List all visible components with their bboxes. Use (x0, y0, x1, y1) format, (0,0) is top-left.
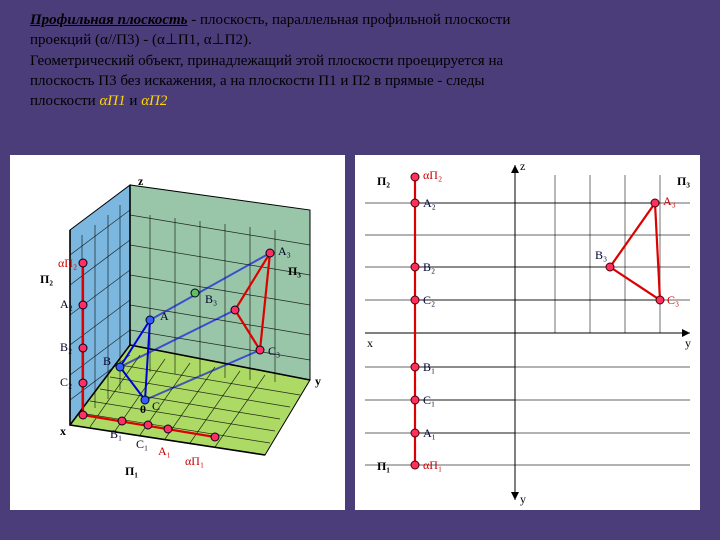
svg-text:αП₂: αП₂ (423, 168, 442, 182)
svg-text:A₂: A₂ (423, 196, 436, 210)
line5y1: αП1 (99, 93, 125, 109)
svg-text:y: y (315, 374, 321, 388)
svg-text:B₂: B₂ (423, 260, 435, 274)
line5a: плоскости (30, 93, 99, 109)
svg-text:B₁: B₁ (423, 360, 435, 374)
svg-text:C₁: C₁ (423, 393, 435, 407)
svg-text:A: A (160, 309, 169, 323)
svg-text:x: x (60, 424, 66, 438)
svg-text:B₃: B₃ (595, 248, 607, 262)
figure-epure: z x y y П₂ П₃ П₁ αП₂ A₂ B₂ C₂ B₁ C₁ A₁ αП₁ A₃ B₃ C₃ (355, 155, 700, 510)
svg-text:B₁: B₁ (110, 427, 122, 441)
line1: - плоскость, параллельная профильной пло… (188, 12, 511, 28)
svg-text:C₂: C₂ (60, 375, 72, 389)
line3: Геометрический объект, принадлежащий это… (30, 53, 503, 69)
svg-text:A₁: A₁ (423, 426, 436, 440)
svg-text:B₃: B₃ (205, 292, 217, 306)
slide: Профильная плоскость - плоскость, паралл… (0, 0, 720, 540)
svg-text:y: y (685, 336, 691, 350)
svg-text:B: B (103, 354, 111, 368)
line5y2: αП2 (141, 93, 167, 109)
title: Профильная плоскость (30, 12, 188, 28)
svg-text:П₁: П₁ (125, 464, 138, 478)
svg-text:B₂: B₂ (60, 340, 72, 354)
svg-text:A₃: A₃ (278, 244, 291, 258)
svg-text:z: z (520, 159, 525, 173)
svg-text:C₂: C₂ (423, 293, 435, 307)
svg-text:αП₂: αП₂ (58, 256, 77, 270)
svg-text:C₃: C₃ (268, 344, 280, 358)
svg-text:C₃: C₃ (667, 293, 679, 307)
line2: проекций (α//П3) - (α⊥П1, α⊥П2). (30, 32, 252, 48)
svg-text:z: z (138, 174, 144, 188)
svg-text:П₃: П₃ (677, 174, 690, 188)
svg-text:П₃: П₃ (288, 264, 301, 278)
figures-row: zxyП₁П₂П₃0αП₂A₂B₂C₂B₁C₁A₁αП₁A₃B₃C₃ABC zx… (10, 155, 710, 530)
svg-text:П₂: П₂ (40, 272, 53, 286)
line4: плоскость П3 без искажения, а на плоскос… (30, 73, 484, 89)
svg-text:αП₁: αП₁ (185, 454, 204, 468)
svg-text:C: C (152, 399, 160, 413)
svg-text:A₃: A₃ (663, 194, 676, 208)
svg-text:A₂: A₂ (60, 297, 73, 311)
svg-text:A₁: A₁ (158, 444, 171, 458)
svg-text:П₁: П₁ (377, 459, 390, 473)
svg-text:C₁: C₁ (136, 437, 148, 451)
figure-3d: zxyП₁П₂П₃0αП₂A₂B₂C₂B₁C₁A₁αП₁A₃B₃C₃ABC (10, 155, 345, 510)
svg-text:αП₁: αП₁ (423, 458, 442, 472)
header-text: Профильная плоскость - плоскость, паралл… (30, 10, 690, 111)
epure-diagram: z x y y П₂ П₃ П₁ αП₂ A₂ B₂ C₂ B₁ C₁ A₁ αП₁ A₃ B₃ C₃ (355, 155, 700, 510)
line5b: и (126, 93, 142, 109)
isometric-diagram: zxyП₁П₂П₃0αП₂A₂B₂C₂B₁C₁A₁αП₁A₃B₃C₃ABC (10, 155, 345, 510)
svg-text:y: y (520, 492, 526, 506)
svg-text:x: x (367, 336, 373, 350)
svg-text:П₂: П₂ (377, 174, 390, 188)
